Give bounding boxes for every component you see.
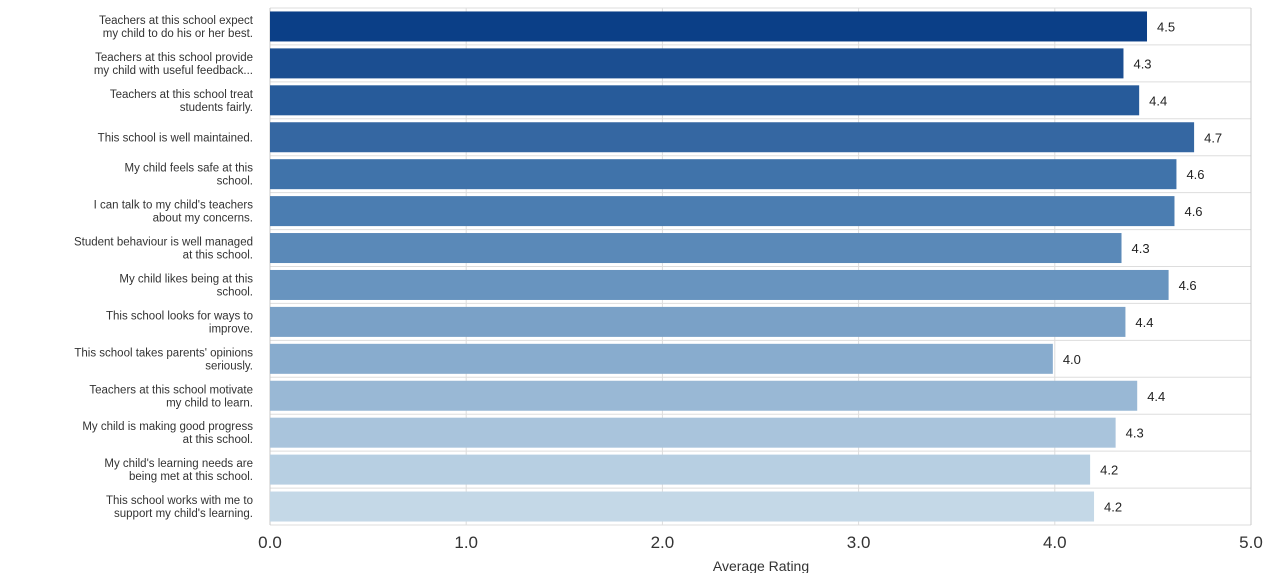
category-label: My child is making good progress at this … (82, 421, 253, 446)
bar-value-label: 4.4 (1135, 315, 1153, 330)
value-label-layer: 4.5 4.3 4.4 4.7 4.6 4.6 4.3 4.6 4.4 4.0 4.4 4.3 4.2 4… (1063, 19, 1222, 514)
category-label: Teachers at this school provide my child … (94, 52, 253, 77)
bar (270, 122, 1195, 153)
bar (270, 343, 1053, 374)
category-label: Student behaviour is well managed at this… (74, 237, 253, 262)
x-tick-label: 1.0 (454, 533, 478, 552)
bar-value-label: 4.3 (1126, 426, 1144, 441)
bar-value-label: 4.2 (1100, 463, 1118, 478)
grid-layer (269, 7, 1252, 526)
bar-value-label: 4.0 (1063, 352, 1081, 367)
bar (270, 196, 1175, 227)
category-label: Teachers at this school motivate my child… (89, 384, 253, 409)
bar (270, 491, 1095, 522)
bar-value-label: 4.7 (1204, 130, 1222, 145)
x-tick-label: 0.0 (258, 533, 282, 552)
category-label: My child feels safe at this school. (125, 163, 254, 188)
bar-value-label: 4.6 (1179, 278, 1197, 293)
bar (270, 159, 1177, 190)
bar-value-label: 4.4 (1147, 389, 1165, 404)
bar (270, 269, 1169, 300)
x-tick-label: 4.0 (1043, 533, 1067, 552)
x-tick-layer: 0.0 1.0 2.0 3.0 4.0 5.0 (258, 533, 1263, 552)
bar (270, 233, 1122, 264)
bar (270, 11, 1148, 42)
category-label: Teachers at this school expect my child t… (99, 15, 254, 40)
category-label: This school works with me to support my c… (106, 495, 253, 520)
x-tick-label: 3.0 (847, 533, 871, 552)
category-label: My child's learning needs are being met a… (104, 458, 253, 483)
x-tick-label: 5.0 (1239, 533, 1263, 552)
bar-value-label: 4.4 (1149, 93, 1167, 108)
category-label: I can talk to my child's teachers about m… (94, 200, 254, 225)
bar (270, 48, 1124, 79)
bar (270, 306, 1126, 337)
category-label: This school takes parents' opinions serio… (74, 347, 253, 372)
bar (270, 417, 1116, 448)
category-label-layer: Teachers at this school expect my child t… (74, 15, 254, 520)
bar-value-label: 4.5 (1157, 19, 1175, 34)
category-label: This school is well maintained. (98, 132, 253, 144)
bar-value-label: 4.6 (1184, 204, 1202, 219)
x-tick-label: 2.0 (651, 533, 675, 552)
bar (270, 85, 1140, 116)
bar (270, 380, 1138, 411)
category-label: This school looks for ways to improve. (106, 310, 253, 335)
category-label: Teachers at this school treat students fa… (110, 89, 254, 114)
bar (270, 454, 1091, 485)
bar-layer (270, 11, 1195, 522)
bar-value-label: 4.3 (1132, 241, 1150, 256)
bar-value-label: 4.2 (1104, 500, 1122, 515)
category-label: My child likes being at this school. (119, 273, 253, 298)
bar-value-label: 4.6 (1186, 167, 1204, 182)
bar-value-label: 4.3 (1133, 56, 1151, 71)
x-axis-title: Average Rating (713, 558, 809, 573)
